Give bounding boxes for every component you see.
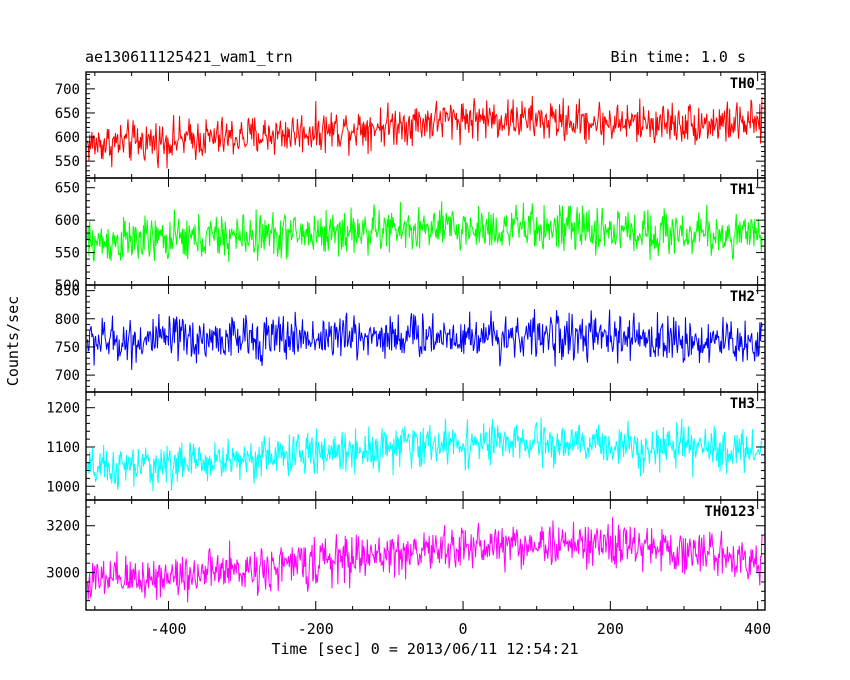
- x-tick-label: 200: [597, 620, 624, 638]
- x-tick-label: 400: [744, 620, 771, 638]
- series-line-th0: [86, 95, 763, 169]
- x-tick-label: -200: [298, 620, 334, 638]
- series-line-th2: [86, 309, 763, 370]
- panel-th0: 550 600 650 700 TH0: [55, 71, 766, 179]
- panel-th3: 1000 1100 1200 TH3: [46, 391, 766, 501]
- y-tick-label: 700: [55, 82, 80, 98]
- y-axis-label: Counts/sec: [4, 296, 22, 386]
- x-tick-label: 0: [459, 620, 468, 638]
- y-tick-label: 1200: [46, 401, 80, 417]
- panel-frame: [85, 499, 766, 611]
- y-tick-label: 550: [55, 246, 80, 262]
- y-tick-label: 3200: [46, 519, 80, 535]
- y-tick-label: 1000: [46, 479, 80, 495]
- y-tick-label: 750: [55, 340, 80, 356]
- panel-th0123: 3000 3200 TH0123: [46, 499, 766, 611]
- panel-th2: 700 750 800 850 TH2: [55, 284, 766, 393]
- panel-label: TH0123: [704, 504, 755, 520]
- y-tick-label: 850: [55, 284, 80, 300]
- y-tick-label: 1100: [46, 440, 80, 456]
- chart-title: ae130611125421_wam1_trn: [85, 48, 293, 66]
- y-tick-label: 3000: [46, 566, 80, 582]
- y-tick-label: 800: [55, 312, 80, 328]
- y-tick-label: 550: [55, 154, 80, 170]
- x-axis-label: Time [sec] 0 = 2013/06/11 12:54:21: [271, 640, 578, 658]
- y-tick-label: 500: [55, 278, 80, 294]
- series-line-th1: [86, 201, 763, 263]
- y-tick-label: 600: [55, 130, 80, 146]
- series-line-th3: [86, 417, 763, 492]
- bin-time-label: Bin time: 1.0 s: [611, 48, 746, 66]
- y-tick-label: 650: [55, 181, 80, 197]
- y-tick-label: 600: [55, 213, 80, 229]
- x-tick-label: -400: [150, 620, 186, 638]
- y-tick-label: 700: [55, 368, 80, 384]
- y-tick-label: 650: [55, 106, 80, 122]
- x-tick-labels: -400 -200 0 200 400: [150, 620, 771, 638]
- series-line-th0123: [86, 517, 763, 603]
- panel-label: TH0: [730, 76, 755, 92]
- panel-label: TH1: [730, 182, 755, 198]
- panel-stack: 550 600 650 700 TH0 500 550 600 650 TH1 700 750 800 8…: [46, 71, 766, 611]
- panel-label: TH3: [730, 396, 755, 412]
- panel-th1: 500 550 600 650 TH1: [55, 177, 766, 294]
- panel-label: TH2: [730, 289, 755, 305]
